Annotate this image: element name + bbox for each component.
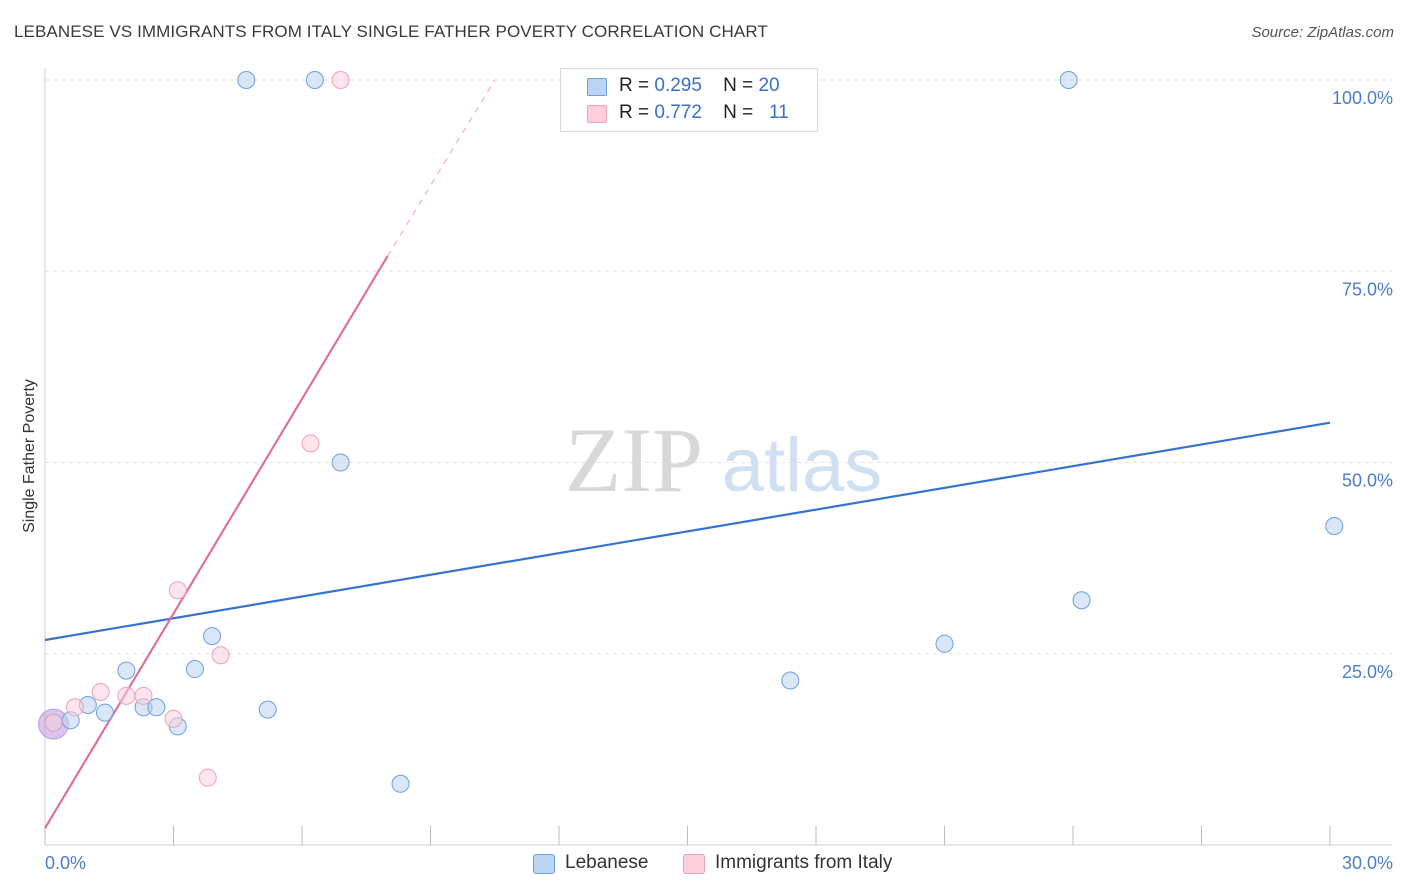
data-point-1-8 <box>211 646 230 665</box>
data-point-0-19 <box>1325 516 1344 535</box>
data-point-0-12 <box>305 71 324 89</box>
trend-lines <box>44 79 1331 829</box>
data-point-1-2 <box>91 683 110 701</box>
legend-r-label: R = <box>619 102 650 123</box>
legend-swatch-italy <box>587 105 607 123</box>
correlation-legend: R = 0.295 N = 20 R = 0.772 N = 11 <box>560 68 818 132</box>
data-point-1-4 <box>134 686 153 705</box>
legend-r-value-italy: 0.772 <box>654 102 702 123</box>
tick-labels: 25.0% 50.0% 75.0% 100.0% 0.0% 30.0% <box>45 88 1393 873</box>
data-point-0-3 <box>95 703 114 722</box>
legend-swatch-lebanese-bottom <box>533 854 555 874</box>
legend-r-label: R = <box>619 75 650 96</box>
legend-swatch-italy-bottom <box>683 854 705 874</box>
y-tick-label-50: 50.0% <box>1342 471 1393 491</box>
axes <box>44 68 1392 846</box>
data-point-1-9 <box>301 434 320 453</box>
data-point-0-18 <box>1072 591 1091 610</box>
data-point-0-11 <box>258 700 277 719</box>
y-tick-label-100: 100.0% <box>1332 88 1393 108</box>
y-tick-label-75: 75.0% <box>1342 279 1393 299</box>
legend-label-lebanese: Lebanese <box>565 852 649 873</box>
chart-source: Source: ZipAtlas.com <box>1251 24 1394 41</box>
data-point-0-10 <box>237 71 256 89</box>
data-point-0-14 <box>391 774 410 793</box>
legend-n-value-italy: 11 <box>769 102 789 123</box>
watermark-zip: ZIP <box>565 409 703 511</box>
y-tick-label-25: 25.0% <box>1342 662 1393 682</box>
data-points <box>38 71 1344 793</box>
x-tick-label-min: 0.0% <box>45 853 86 873</box>
legend-n-label: N = <box>723 102 754 123</box>
data-point-0-16 <box>935 634 954 653</box>
legend-n-value-lebanese: 20 <box>758 75 780 96</box>
y-axis-title: Single Father Poverty <box>21 379 38 533</box>
data-point-1-3 <box>117 686 136 705</box>
data-point-0-17 <box>1059 71 1078 89</box>
legend-label-italy: Immigrants from Italy <box>715 852 893 873</box>
data-point-0-13 <box>331 453 350 472</box>
data-point-0-9 <box>203 627 222 646</box>
data-point-1-0 <box>44 713 63 732</box>
data-point-1-6 <box>168 581 187 600</box>
data-point-0-4 <box>117 661 136 680</box>
legend-swatch-lebanese <box>587 78 607 96</box>
watermark-atlas: atlas <box>722 423 883 508</box>
data-point-0-8 <box>185 660 204 679</box>
data-point-1-5 <box>164 709 183 728</box>
data-point-1-10 <box>331 71 350 89</box>
data-point-0-6 <box>147 698 166 717</box>
data-point-1-7 <box>198 768 217 787</box>
trend-line-dashed-1 <box>387 79 496 257</box>
grid-lines <box>45 79 1392 655</box>
legend-n-label: N = <box>723 75 754 96</box>
legend-r-value-lebanese: 0.295 <box>654 75 702 96</box>
data-point-0-15 <box>781 671 800 690</box>
chart-title: LEBANESE VS IMMIGRANTS FROM ITALY SINGLE… <box>14 22 768 41</box>
trend-line-0 <box>44 421 1331 642</box>
trend-line-1 <box>44 255 389 829</box>
x-tick-label-max: 30.0% <box>1342 853 1393 873</box>
data-point-1-1 <box>65 698 84 717</box>
